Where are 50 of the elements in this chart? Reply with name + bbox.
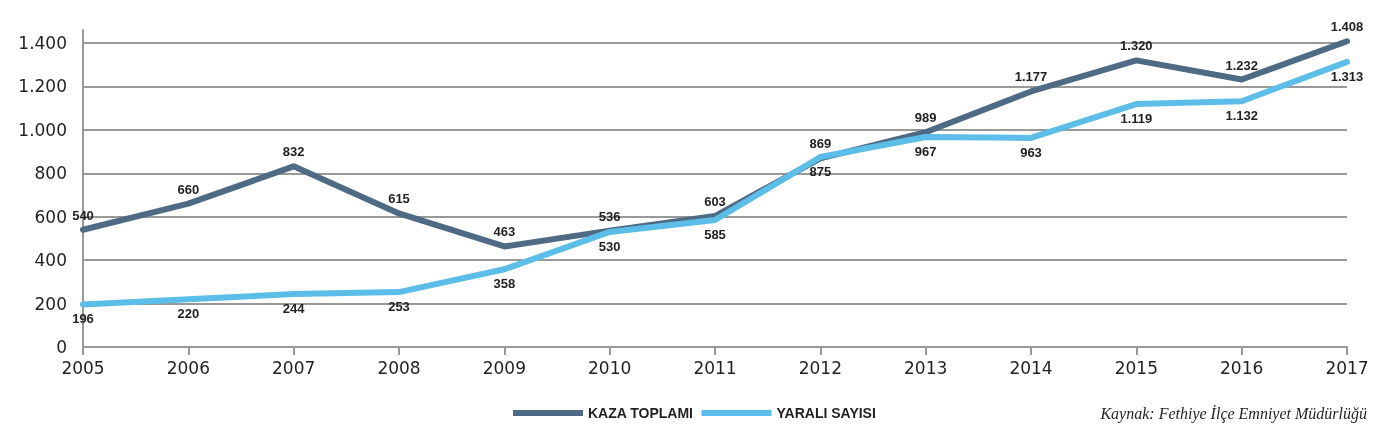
y-tick-label: 800 (34, 163, 67, 184)
x-tick-label: 2012 (798, 357, 842, 378)
data-label: 220 (177, 306, 200, 322)
x-tick-label: 2011 (693, 357, 737, 378)
data-label: 963 (1020, 144, 1042, 160)
data-label: 1.177 (1014, 69, 1048, 85)
data-label: 603 (704, 194, 726, 210)
data-label: 1.132 (1225, 108, 1258, 124)
data-label: 463 (493, 224, 516, 240)
data-label: 530 (598, 238, 621, 254)
data-label: 989 (914, 110, 937, 126)
x-tick-label: 2007 (272, 357, 316, 378)
x-tick-label: 2017 (1325, 357, 1369, 378)
data-label: 253 (388, 299, 410, 315)
y-tick-label: 1.000 (18, 119, 67, 140)
y-tick-label: 600 (34, 206, 67, 227)
y-tick-label: 0 (56, 337, 67, 357)
data-label: 660 (177, 181, 200, 197)
data-label: 875 (809, 164, 832, 180)
x-tick-label: 2009 (482, 357, 526, 378)
data-label: 1.320 (1120, 38, 1153, 54)
data-label: 615 (388, 191, 410, 207)
x-tick-label: 2013 (904, 357, 948, 378)
y-tick-label: 1.200 (18, 76, 67, 97)
data-label: 540 (72, 207, 94, 223)
data-label: 536 (598, 208, 621, 224)
x-tick-label: 2014 (1009, 357, 1053, 378)
data-label: 585 (704, 226, 726, 242)
data-label: 358 (493, 276, 516, 292)
x-tick-label: 2015 (1114, 357, 1158, 378)
x-tick-label: 2006 (166, 357, 210, 378)
legend-label: KAZA TOPLAMI (588, 405, 693, 421)
data-label: 196 (72, 311, 94, 327)
y-tick-label: 200 (34, 293, 67, 314)
data-label: 1.408 (1330, 19, 1364, 35)
data-label: 832 (282, 144, 305, 160)
data-label: 1.119 (1120, 111, 1153, 127)
y-tick-label: 400 (34, 250, 67, 271)
data-label: 1.313 (1330, 68, 1364, 84)
x-tick-label: 2005 (61, 357, 105, 378)
data-label: 869 (809, 136, 832, 152)
legend-label: YARALI SAYISI (776, 405, 876, 421)
y-tick-label: 1.400 (18, 33, 67, 54)
x-tick-label: 2010 (588, 357, 632, 378)
data-label: 967 (914, 144, 937, 160)
x-tick-label: 2016 (1220, 357, 1264, 378)
data-label: 1.232 (1225, 57, 1258, 73)
x-tick-label: 2008 (377, 357, 421, 378)
data-label: 244 (282, 301, 306, 317)
text: Kaynak: Fethiye İlçe Emniyet Müdürlüğü (1099, 404, 1368, 423)
